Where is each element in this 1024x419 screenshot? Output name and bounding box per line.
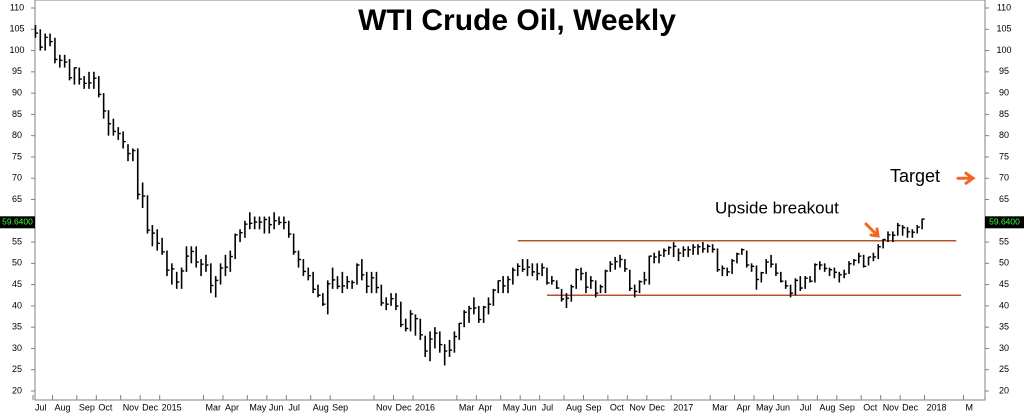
x-tick-label: Jul bbox=[288, 402, 300, 412]
y2-tick-label: 95 bbox=[999, 66, 1009, 76]
y2-tick-label: 65 bbox=[999, 194, 1009, 204]
x-tick-label: 2016 bbox=[415, 402, 435, 412]
x-tick-label: Dec bbox=[902, 402, 919, 412]
y-tick-label: 95 bbox=[12, 66, 22, 76]
x-tick-label: Mar bbox=[712, 402, 728, 412]
x-tick-label: Oct bbox=[863, 402, 878, 412]
x-tick-label: Dec bbox=[142, 402, 159, 412]
y-tick-label: 45 bbox=[12, 279, 22, 289]
y-tick-label: 25 bbox=[12, 364, 22, 374]
y-tick-label: 20 bbox=[12, 385, 22, 395]
x-tick-label: Dec bbox=[649, 402, 666, 412]
y2-tick-label: 110 bbox=[997, 2, 1011, 12]
last-price-box bbox=[985, 216, 1024, 229]
y2-tick-label: 25 bbox=[999, 364, 1009, 374]
x-tick-label: Mar bbox=[459, 402, 475, 412]
x-tick-label: Oct bbox=[98, 402, 113, 412]
x-tick-label: 2015 bbox=[162, 402, 182, 412]
y-tick-label: 85 bbox=[12, 109, 22, 119]
y2-tick-label: 105 bbox=[996, 24, 1011, 34]
y2-tick-label: 85 bbox=[999, 109, 1009, 119]
x-tick-label: Aug bbox=[54, 402, 70, 412]
last-price-box bbox=[0, 216, 35, 229]
x-tick-label: Aug bbox=[819, 402, 835, 412]
y2-tick-label: 75 bbox=[999, 151, 1009, 161]
y-tick-label: 100 bbox=[9, 45, 24, 55]
last-price-label: 59.6400 bbox=[2, 217, 33, 227]
y2-tick-label: 70 bbox=[999, 173, 1009, 183]
x-tick-label: Apr bbox=[478, 402, 492, 412]
x-tick-label: May bbox=[249, 402, 267, 412]
x-tick-label: Jul bbox=[35, 402, 47, 412]
y-tick-label: 70 bbox=[12, 173, 22, 183]
last-price-label: 59.6400 bbox=[989, 217, 1020, 227]
x-tick-label: Apr bbox=[225, 402, 239, 412]
x-tick-label: Aug bbox=[566, 402, 582, 412]
y2-tick-label: 45 bbox=[999, 279, 1009, 289]
x-tick-label: Jun bbox=[522, 402, 537, 412]
y2-tick-label: 30 bbox=[999, 343, 1009, 353]
x-tick-label: Jul bbox=[800, 402, 812, 412]
y-tick-label: 35 bbox=[12, 322, 22, 332]
target-label: Target bbox=[890, 166, 940, 186]
x-tick-label: Sep bbox=[586, 402, 602, 412]
y-tick-label: 40 bbox=[12, 300, 22, 310]
y2-tick-label: 90 bbox=[999, 87, 1009, 97]
y2-tick-label: 80 bbox=[999, 130, 1009, 140]
y-tick-label: 50 bbox=[12, 258, 22, 268]
y2-tick-label: 35 bbox=[999, 322, 1009, 332]
x-tick-label: Jun bbox=[776, 402, 791, 412]
x-tick-label: Oct bbox=[610, 402, 625, 412]
y-tick-label: 75 bbox=[12, 151, 22, 161]
y-tick-label: 30 bbox=[12, 343, 22, 353]
chart-title: WTI Crude Oil, Weekly bbox=[358, 4, 676, 37]
target-arrow bbox=[956, 171, 976, 185]
x-tick-label: 2017 bbox=[673, 402, 693, 412]
x-tick-label: Aug bbox=[313, 402, 329, 412]
x-tick-label: Sep bbox=[839, 402, 855, 412]
x-tick-label: Sep bbox=[332, 402, 348, 412]
y2-tick-label: 40 bbox=[999, 300, 1009, 310]
y-tick-label: 90 bbox=[12, 87, 22, 97]
x-tick-label: 2018 bbox=[927, 402, 947, 412]
x-tick-label: Nov bbox=[883, 402, 900, 412]
annotation: Upside breakout bbox=[715, 198, 839, 217]
y-tick-label: 80 bbox=[12, 130, 22, 140]
x-tick-label: Sep bbox=[79, 402, 95, 412]
x-tick-label: M bbox=[966, 402, 974, 412]
y-tick-label: 65 bbox=[12, 194, 22, 204]
x-tick-label: Nov bbox=[376, 402, 393, 412]
x-tick-label: May bbox=[503, 402, 521, 412]
y-tick-label: 105 bbox=[9, 24, 24, 34]
x-tick-label: Nov bbox=[629, 402, 646, 412]
x-tick-label: Mar bbox=[206, 402, 222, 412]
y2-tick-label: 100 bbox=[996, 45, 1011, 55]
y-tick-label: 110 bbox=[10, 2, 24, 12]
y-tick-label: 55 bbox=[12, 236, 22, 246]
x-tick-label: May bbox=[756, 402, 774, 412]
y2-tick-label: 20 bbox=[999, 385, 1009, 395]
x-tick-label: Apr bbox=[737, 402, 751, 412]
x-tick-label: Jul bbox=[542, 402, 554, 412]
y2-tick-label: 55 bbox=[999, 236, 1009, 246]
breakout-arrow bbox=[864, 222, 880, 238]
x-tick-label: Nov bbox=[123, 402, 140, 412]
x-tick-label: Dec bbox=[396, 402, 413, 412]
x-tick-label: Jun bbox=[269, 402, 284, 412]
y2-tick-label: 50 bbox=[999, 258, 1009, 268]
